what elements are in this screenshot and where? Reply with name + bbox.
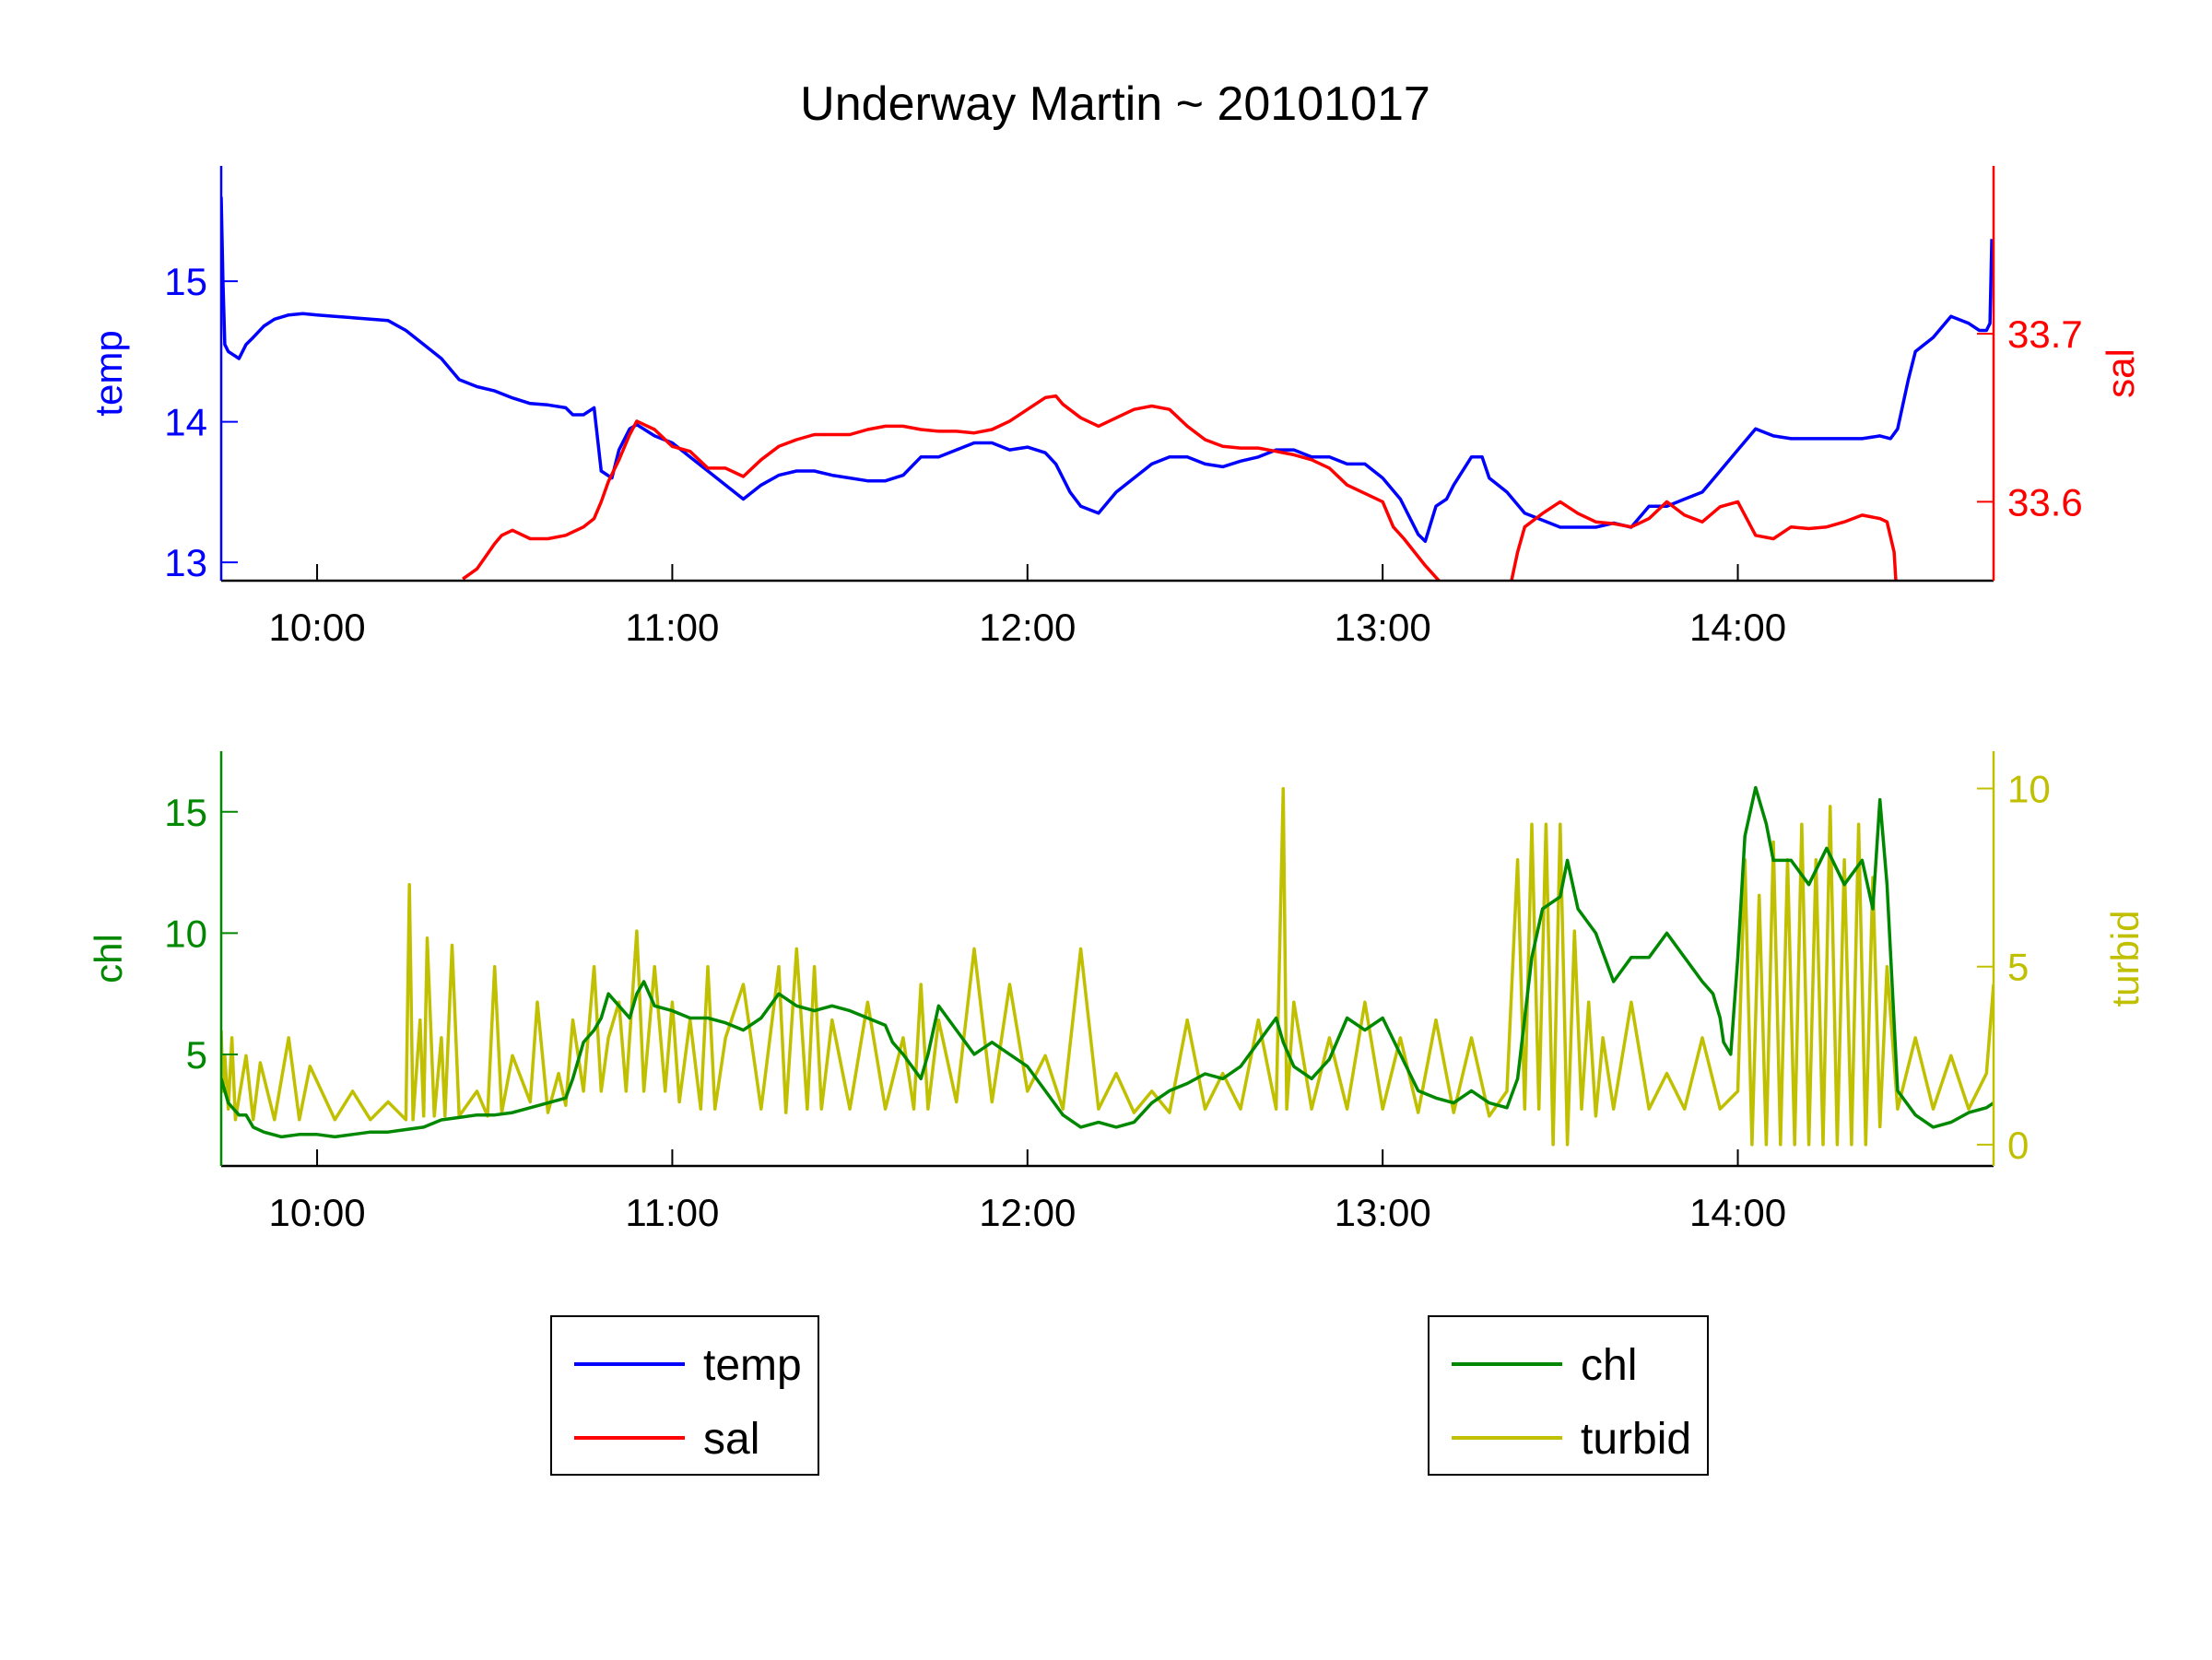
x-tick-label: 13:00 <box>1335 1191 1431 1234</box>
right-tick-label: 33.7 <box>2007 312 2083 356</box>
legend-label-chl: chl <box>1581 1341 1637 1390</box>
legend-temp-sal: temp sal <box>550 1315 819 1476</box>
x-tick-label: 14:00 <box>1689 606 1786 649</box>
left-tick-label: 5 <box>186 1033 207 1077</box>
x-tick-label: 14:00 <box>1689 1191 1786 1234</box>
left-tick-label: 15 <box>164 260 207 303</box>
x-tick-label: 13:00 <box>1335 606 1431 649</box>
x-tick-label: 12:00 <box>979 606 1076 649</box>
series-line-turbid <box>221 786 1994 1147</box>
series-line-temp <box>221 196 1994 544</box>
left-tick-label: 10 <box>164 912 207 955</box>
right-tick-label: 0 <box>2007 1124 2029 1167</box>
bottom-panel: 10:00 11:00 12:00 13:00 14:00 5 10 15 0 5 10 chl tur… <box>87 751 2147 1234</box>
right-axis-label: turbid <box>2103 910 2147 1007</box>
x-tick-label: 10:00 <box>268 1191 365 1234</box>
legend-label-sal: sal <box>703 1415 759 1464</box>
x-tick-label: 12:00 <box>979 1191 1076 1234</box>
right-axis-label: sal <box>2099 348 2142 398</box>
legend-chl-turbid: chl turbid <box>1428 1315 1709 1476</box>
top-panel: 10:00 11:00 12:00 13:00 14:00 13 14 15 33.6 33.7 t… <box>87 166 2142 649</box>
right-tick-label: 10 <box>2007 768 2051 811</box>
left-tick-label: 15 <box>164 791 207 834</box>
x-tick-label: 10:00 <box>268 606 365 649</box>
legend-label-turbid: turbid <box>1581 1415 1691 1464</box>
x-tick-label: 11:00 <box>625 1191 719 1234</box>
legend-box <box>1428 1315 1709 1476</box>
series-line-sal <box>462 394 1898 581</box>
left-tick-label: 14 <box>164 401 207 444</box>
legend-label-temp: temp <box>703 1341 802 1390</box>
right-tick-label: 5 <box>2007 946 2029 989</box>
legend-box <box>550 1315 819 1476</box>
left-axis-label: chl <box>87 934 130 983</box>
right-tick-label: 33.6 <box>2007 480 2083 524</box>
x-tick-label: 11:00 <box>625 606 719 649</box>
series-line-chl <box>221 785 1994 1139</box>
left-tick-label: 13 <box>164 541 207 584</box>
chart-title: Underway Martin ~ 20101017 <box>800 77 1430 131</box>
left-axis-label: temp <box>87 330 130 416</box>
